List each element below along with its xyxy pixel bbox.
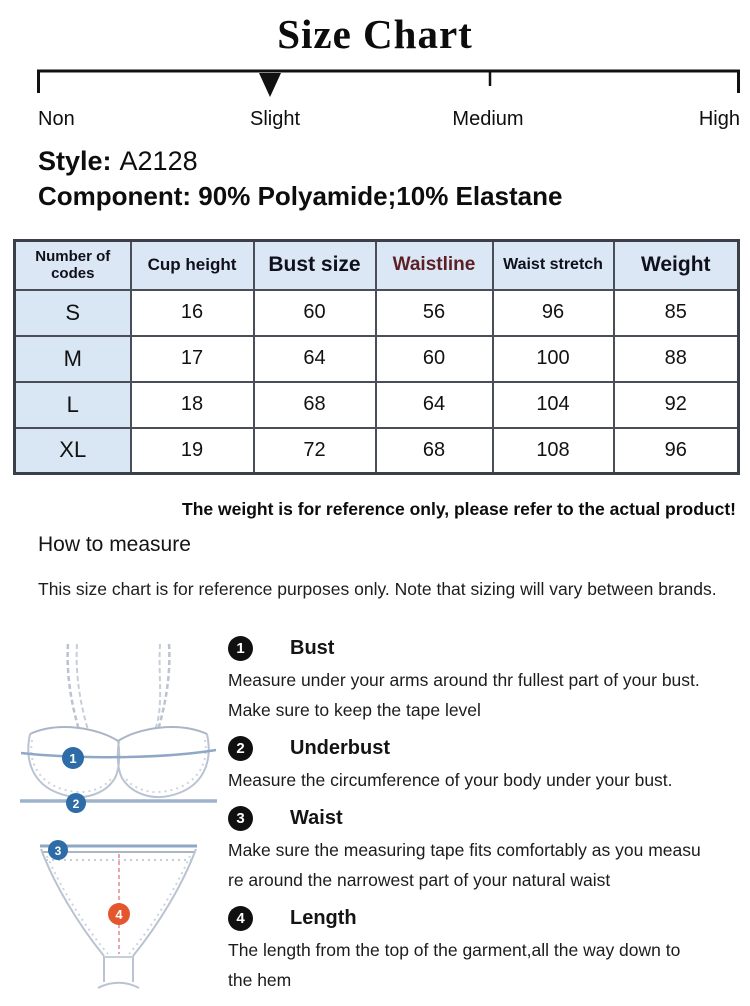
step-title: Length [290, 907, 357, 929]
cell-waist-stretch: 96 [491, 288, 615, 337]
table-row-l: L 18 68 64 104 92 [13, 380, 740, 429]
size-table: Number of codes Cup height Bust size Wai… [13, 239, 740, 475]
marker-4-length [108, 903, 130, 925]
measure-step-underbust: 2 Underbust Measure the circumference of… [228, 736, 733, 795]
cell-weight: 92 [612, 380, 740, 429]
step-description: Make sure the measuring tape fits comfor… [228, 840, 701, 860]
cell-bust-size: 72 [252, 426, 377, 475]
cell-bust-size: 60 [252, 288, 377, 337]
step-description: Measure under your arms around thr fulle… [228, 670, 700, 690]
marker-2-underbust [66, 793, 86, 813]
size-label: M [13, 334, 132, 383]
size-table-header: Number of codes Cup height Bust size Wai… [13, 239, 740, 291]
cell-waist-stretch: 108 [491, 426, 615, 475]
cell-waist-stretch: 104 [491, 380, 615, 429]
panty-diagram-icon: 3 4 [40, 840, 197, 989]
page-title: Size Chart [277, 11, 473, 57]
cell-weight: 88 [612, 334, 740, 383]
cell-waistline: 60 [374, 334, 494, 383]
stretch-scale: Non Slight Medium High [0, 66, 750, 140]
step-description: re around the narrowest part of your nat… [228, 870, 611, 890]
step-2-badge: 2 [228, 736, 253, 761]
style-label: Style: [38, 146, 112, 176]
style-line: Style: A2128 [38, 144, 750, 179]
table-header-row: Number of codes Cup height Bust size Wai… [13, 239, 740, 291]
bra-diagram-icon: 1 2 [20, 643, 217, 813]
measure-step-length: 4 Length The length from the top of the … [228, 906, 733, 995]
col-header-cup-height: Cup height [129, 239, 255, 291]
step-description: Measure the circumference of your body u… [228, 770, 673, 790]
cell-weight: 96 [612, 426, 740, 475]
scale-label-medium: Medium [452, 108, 524, 130]
step-title: Waist [290, 807, 343, 829]
cell-weight: 85 [612, 288, 740, 337]
cell-waistline: 68 [374, 426, 494, 475]
measure-steps: 1 Bust Measure under your arms around th… [228, 636, 733, 1006]
step-4-badge: 4 [228, 906, 253, 931]
scale-label-non: Non [38, 108, 75, 130]
how-to-measure-heading: How to measure [38, 533, 191, 556]
weight-reference-note: The weight is for reference only, please… [182, 499, 736, 519]
svg-text:2: 2 [73, 797, 80, 811]
step-description: Make sure to keep the tape level [228, 700, 481, 720]
cell-waistline: 64 [374, 380, 494, 429]
marker-3-waist [48, 840, 68, 860]
size-label: L [13, 380, 132, 429]
step-1-badge: 1 [228, 636, 253, 661]
measure-step-bust: 1 Bust Measure under your arms around th… [228, 636, 733, 725]
svg-text:1: 1 [69, 751, 76, 766]
step-title: Underbust [290, 737, 390, 759]
step-description: The length from the top of the garment,a… [228, 940, 681, 960]
measure-section: 1 2 3 4 [0, 636, 750, 1006]
cell-bust-size: 68 [252, 380, 377, 429]
scale-label-high: High [698, 108, 740, 130]
step-title: Bust [290, 637, 335, 659]
step-3-badge: 3 [228, 806, 253, 831]
marker-1-bust [62, 747, 84, 769]
col-header-waistline: Waistline [374, 239, 494, 291]
svg-text:4: 4 [115, 907, 123, 922]
col-header-number-of-codes: Number of codes [13, 239, 132, 291]
scale-label-slight: Slight [249, 108, 301, 130]
size-chart-disclaimer: This size chart is for reference purpose… [38, 579, 717, 599]
size-label: XL [13, 426, 132, 475]
bust-measure-line [20, 748, 217, 759]
cell-cup-height: 19 [129, 426, 255, 475]
cell-cup-height: 16 [129, 288, 255, 337]
table-row-s: S 16 60 56 96 85 [13, 288, 740, 337]
table-row-xl: XL 19 72 68 108 96 [13, 426, 740, 475]
col-header-bust-size: Bust size [252, 239, 377, 291]
product-info: Style: A2128 Component: 90% Polyamide;10%… [38, 144, 750, 214]
scale-pointer-icon [259, 73, 281, 97]
cell-cup-height: 18 [129, 380, 255, 429]
col-header-waist-stretch: Waist stretch [491, 239, 615, 291]
component-line: Component: 90% Polyamide;10% Elastane [38, 181, 563, 211]
measure-step-waist: 3 Waist Make sure the measuring tape fit… [228, 806, 733, 895]
svg-text:3: 3 [55, 844, 62, 858]
size-label: S [13, 288, 132, 337]
table-row-m: M 17 64 60 100 88 [13, 334, 740, 383]
cell-waist-stretch: 100 [491, 334, 615, 383]
cell-bust-size: 64 [252, 334, 377, 383]
garment-diagram: 1 2 3 4 [0, 636, 228, 1006]
cell-waistline: 56 [374, 288, 494, 337]
cell-cup-height: 17 [129, 334, 255, 383]
stretch-scale-bar [37, 69, 740, 97]
col-header-weight: Weight [612, 239, 740, 291]
step-description: the hem [228, 970, 292, 990]
style-value: A2128 [119, 146, 198, 176]
